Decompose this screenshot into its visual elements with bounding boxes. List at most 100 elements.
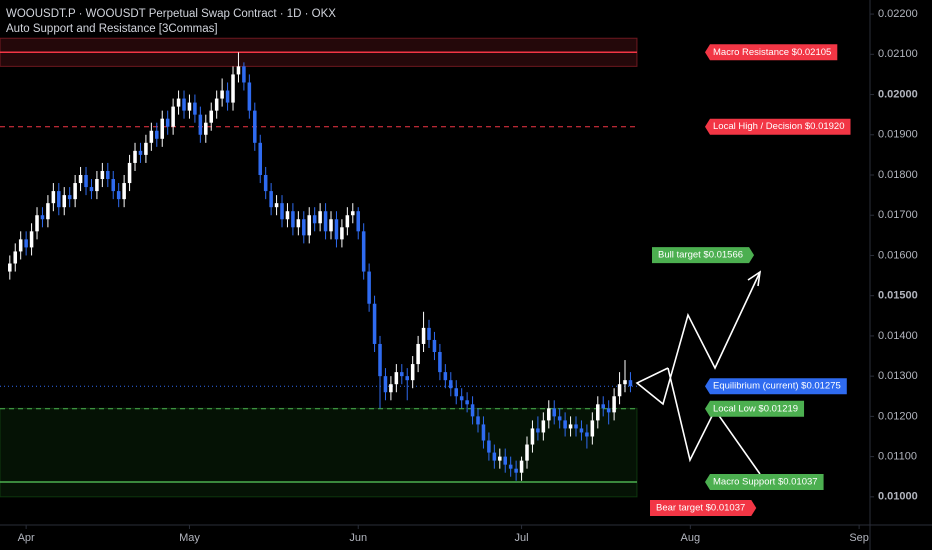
candle-body	[400, 372, 404, 377]
x-tick-label: Apr	[18, 532, 35, 544]
candle-body	[563, 420, 567, 429]
candle-body	[476, 416, 480, 425]
candle-body	[503, 456, 508, 465]
x-tick-label: Aug	[681, 532, 701, 544]
candle-body	[247, 82, 252, 111]
candle-body	[421, 327, 426, 344]
candle-body	[628, 380, 633, 387]
candle-body	[454, 388, 459, 397]
candle-body	[498, 456, 502, 461]
candle-body	[29, 231, 34, 248]
candle-body	[236, 66, 241, 75]
candle-body	[214, 98, 219, 111]
candle-body	[459, 396, 464, 401]
candle-body	[95, 179, 99, 192]
level-label-text: Equilibrium (current) $0.01275	[713, 381, 841, 392]
candle-body	[253, 110, 257, 143]
candle-body	[443, 372, 448, 381]
y-tick-label: 0.01200	[878, 410, 918, 422]
chart-subtitle: Auto Support and Resistance [3Commas]	[6, 23, 218, 35]
candle-body	[106, 170, 110, 180]
candle-body	[57, 191, 61, 208]
bull-arrowhead	[747, 270, 762, 287]
level-label: Local Low $0.01219	[705, 400, 805, 417]
level-label-box	[705, 378, 847, 395]
candle-body	[536, 428, 540, 433]
candle-body	[116, 191, 121, 200]
candle-body	[18, 239, 23, 252]
candle-body	[291, 211, 295, 228]
x-tick-label: Jul	[515, 532, 529, 544]
candle-body	[198, 114, 203, 135]
candle-body	[410, 364, 415, 381]
candle-body	[508, 464, 513, 469]
level-label: Equilibrium (current) $0.01275	[705, 378, 847, 395]
candle-body	[155, 130, 159, 139]
candle-body	[182, 98, 186, 111]
candle-body	[345, 215, 350, 228]
y-tick-label: 0.01600	[878, 249, 918, 261]
candle-body	[144, 142, 148, 155]
y-tick-label: 0.02000	[878, 88, 918, 100]
candle-body	[51, 191, 56, 204]
level-label: Macro Resistance $0.02105	[705, 44, 838, 61]
candle-body	[73, 183, 77, 200]
level-label: Macro Support $0.01037	[705, 473, 824, 490]
candle-body	[312, 215, 317, 224]
target-label-box	[650, 499, 757, 516]
y-tick-label: 0.01900	[878, 129, 918, 141]
candle-body	[258, 142, 263, 175]
candle-body	[568, 424, 573, 429]
level-label-text: Local Low $0.01219	[713, 403, 798, 414]
candle-body	[329, 219, 333, 232]
zone	[0, 407, 638, 498]
level-label-box	[705, 44, 838, 61]
projection	[635, 270, 762, 475]
candle-body	[40, 215, 45, 220]
y-tick-label: 0.01400	[878, 330, 918, 342]
candle-body	[547, 408, 551, 421]
candle-body	[100, 170, 105, 180]
candle-body	[530, 428, 535, 445]
candle-body	[323, 211, 328, 232]
candle-body	[389, 384, 393, 393]
candle-body	[111, 179, 116, 192]
target-label-text: Bear target $0.01037	[656, 502, 745, 513]
y-tick-label: 0.01300	[878, 370, 918, 382]
candle-body	[574, 424, 578, 429]
candle-body	[579, 428, 584, 433]
y-tick-label: 0.01800	[878, 169, 918, 181]
candle-body	[590, 420, 595, 437]
level-label-text: Macro Support $0.01037	[713, 476, 818, 487]
target-label: Bull target $0.01566	[652, 247, 755, 264]
candle-body	[596, 404, 600, 421]
candle-body	[8, 263, 12, 272]
candle-body	[405, 376, 410, 381]
candle-body	[274, 203, 279, 208]
bull-path	[635, 271, 761, 406]
candle-body	[492, 452, 497, 461]
candle-body	[165, 118, 170, 127]
candle-body	[623, 380, 627, 385]
candle-body	[89, 187, 94, 192]
chart-title: WOOUSDT.P · WOOUSDT Perpetual Swap Contr…	[6, 8, 336, 20]
y-tick-label: 0.01000	[878, 491, 918, 503]
candle-body	[416, 343, 420, 365]
candle-body	[378, 343, 382, 377]
y-tick-label: 0.02200	[878, 8, 918, 20]
level-label-text: Macro Resistance $0.02105	[713, 47, 831, 58]
candle-body	[263, 175, 268, 192]
candle-body	[187, 102, 192, 111]
target-label-box	[652, 247, 755, 264]
y-tick-label: 0.01100	[878, 451, 917, 463]
candle-body	[67, 195, 72, 200]
candle-body	[84, 175, 88, 188]
candle-body	[519, 460, 524, 473]
level-label-box	[705, 118, 851, 135]
candle-body	[514, 468, 518, 473]
level-label-box	[705, 473, 824, 490]
candle-body	[171, 106, 175, 127]
level-label-text: Local High / Decision $0.01920	[713, 121, 845, 132]
candle-body	[427, 327, 431, 340]
